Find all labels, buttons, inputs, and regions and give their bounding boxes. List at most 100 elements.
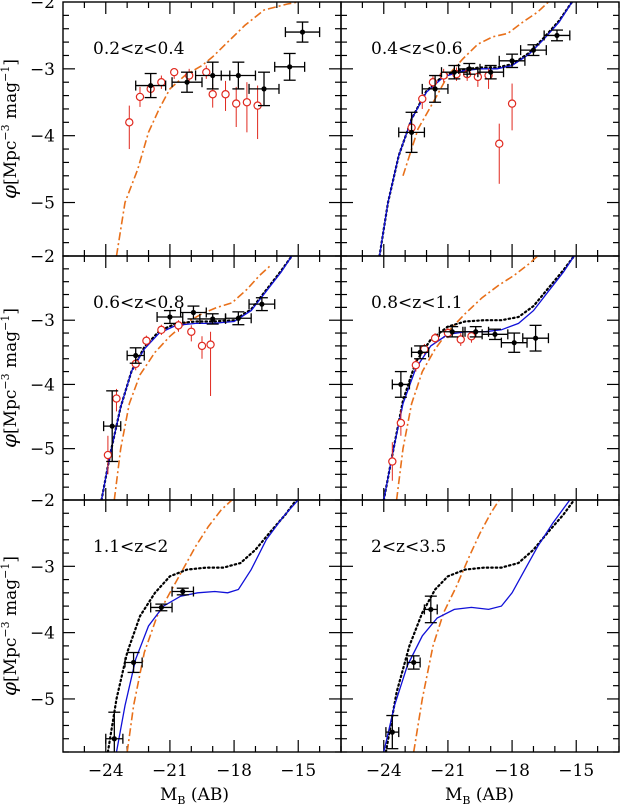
red-data-point: [430, 333, 440, 343]
x-tick-label: −18: [494, 761, 530, 781]
y-axis-title: φ[Mpc−3 mag−1]: [0, 556, 21, 696]
y-tick-label: −4: [30, 375, 55, 395]
panel-redshift-label: 0.2<z<0.4: [93, 39, 185, 59]
black-data-point: [210, 72, 216, 79]
red-data-point: [135, 92, 145, 102]
y-tick-label: −3: [30, 60, 55, 80]
black-data-point: [398, 381, 404, 388]
black-data-point: [408, 129, 415, 135]
black-data-point: [167, 314, 173, 320]
x-tick-label: −24: [88, 761, 124, 781]
black-data-point: [554, 32, 560, 39]
red-data-point: [208, 90, 217, 99]
panel-redshift-label: 0.8<z<1.1: [371, 293, 463, 313]
red-data-point: [125, 118, 134, 127]
solid-model-line: [383, 500, 571, 752]
black-data-point: [451, 69, 457, 75]
panel-curves: [100, 256, 293, 500]
black-data-point: [492, 331, 498, 337]
black-data-point: [428, 606, 434, 613]
red-data-point: [242, 98, 252, 107]
black-data-point: [466, 66, 472, 72]
y-tick-label: −4: [30, 624, 55, 644]
y-tick-label: −3: [30, 557, 55, 577]
red-data-point: [232, 99, 241, 108]
y-tick-label: −2: [30, 491, 55, 511]
panel-5: −2 −3 −4 −5 −24 −21 −18 −15 1.1<z<2: [30, 491, 342, 781]
black-data-point: [148, 82, 154, 89]
black-data-point: [417, 349, 423, 355]
x-tick-label: −21: [152, 761, 188, 781]
red-data-point: [456, 335, 465, 344]
panel-redshift-label: 0.6<z<0.8: [93, 293, 185, 313]
panel-3: −2 −3 −4 −5 0.6<z<0.8: [30, 247, 342, 501]
panel-redshift-label: 0.4<z<0.6: [371, 39, 463, 59]
black-data-point: [509, 58, 515, 64]
solid-model-line: [115, 500, 299, 752]
panel-ticks: [341, 2, 620, 257]
y-axis-title: φ[Mpc−3 mag−1]: [0, 59, 21, 199]
red-data-point: [142, 336, 151, 345]
black-data-point: [158, 604, 164, 611]
panel-frame: [340, 499, 620, 753]
x-axis-title-right: MB (AB): [445, 785, 514, 807]
black-data-point: [299, 29, 306, 35]
black-data-point: [533, 335, 539, 341]
black-data-point: [109, 423, 115, 429]
red-data-point: [157, 325, 166, 335]
red-data-point: [418, 94, 427, 104]
red-data-point: [388, 457, 397, 466]
panel-ticks: [63, 2, 342, 257]
black-data-point: [210, 316, 216, 322]
black-data-point: [184, 79, 190, 85]
y-axis-title: φ[Mpc−3 mag−1]: [0, 308, 21, 448]
red-data-point: [411, 360, 421, 370]
y-tick-label: −2: [30, 0, 55, 13]
red-data-point: [507, 99, 517, 108]
panel-curves: [115, 2, 321, 256]
panel-6: −24 −21 −18 −15 2<z<3.5: [340, 499, 620, 781]
black-data-point: [259, 301, 265, 307]
black-data-point: [133, 352, 139, 359]
black-point-errorbar: [438, 325, 466, 338]
panel-ticks: [63, 500, 342, 753]
dashdot-model-line: [412, 500, 500, 752]
black-data-point: [130, 659, 137, 666]
black-data-point: [235, 72, 241, 79]
red-data-point: [103, 450, 113, 460]
y-tick-label: −2: [30, 247, 55, 267]
panel-curves: [105, 500, 299, 752]
x-tick-label: −15: [280, 761, 316, 781]
black-data-point: [111, 736, 117, 742]
y-tick-label: −5: [30, 690, 55, 710]
black-data-point: [432, 86, 438, 92]
x-tick-label: −18: [216, 761, 252, 781]
y-tick-label: −3: [30, 311, 55, 331]
dashdot-model-line: [126, 500, 233, 752]
black-point-errorbar: [171, 71, 203, 93]
dotted-model-line: [106, 500, 298, 752]
x-tick-label: −24: [366, 761, 402, 781]
panel-redshift-label: 2<z<3.5: [371, 537, 446, 557]
black-data-point: [473, 329, 479, 335]
red-data-point: [202, 67, 211, 77]
y-tick-label: −5: [30, 440, 55, 460]
black-point-errorbar: [199, 313, 227, 325]
panel-1: −2 −3 −4 −5 0.2<z<0.4: [30, 0, 342, 257]
solid-model-line: [100, 256, 293, 500]
black-data-point: [180, 588, 186, 595]
dashdot-model-line: [402, 2, 549, 177]
red-data-point: [396, 418, 406, 428]
black-data-point: [511, 340, 517, 346]
y-tick-label: −5: [30, 194, 55, 214]
red-data-point: [495, 139, 504, 148]
black-data-point: [449, 329, 455, 335]
y-tick-label: −4: [30, 127, 55, 147]
dashdot-model-line: [115, 2, 299, 256]
panel-ticks: [341, 500, 620, 753]
black-data-point: [530, 47, 537, 53]
panel-curves: [382, 256, 576, 500]
panel-2: 0.4<z<0.6: [340, 1, 620, 257]
black-data-point: [488, 69, 494, 75]
